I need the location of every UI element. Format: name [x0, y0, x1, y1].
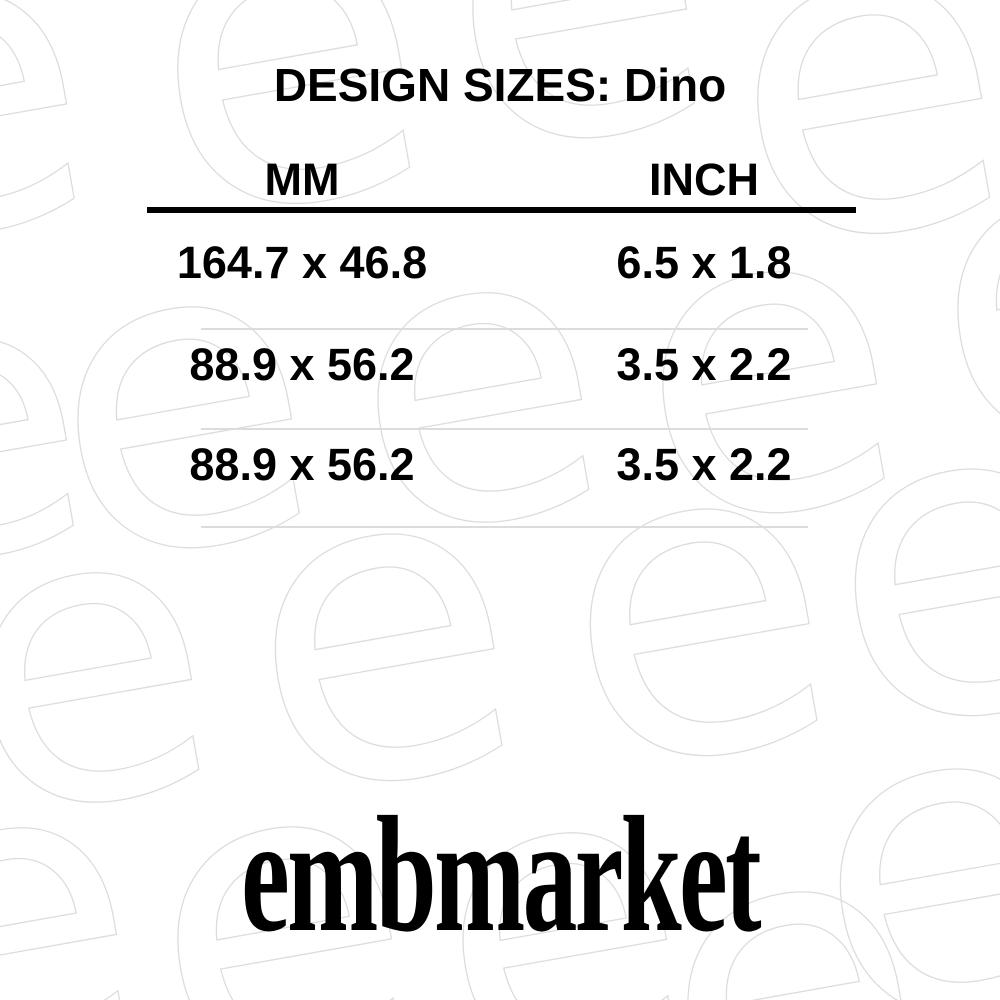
embmarket-logo: embmarket: [241, 782, 761, 966]
row-divider: [201, 328, 808, 330]
cell-inch: 3.5 x 2.2: [616, 439, 792, 490]
row-divider: [201, 526, 808, 528]
row-divider: [201, 428, 808, 430]
page-title: DESIGN SIZES: Dino: [273, 59, 727, 111]
column-header-mm: MM: [264, 154, 340, 205]
cell-mm: 164.7 x 46.8: [176, 237, 428, 288]
cell-inch: 3.5 x 2.2: [616, 339, 792, 390]
cell-inch: 6.5 x 1.8: [616, 237, 792, 288]
header-rule: [147, 207, 856, 213]
cell-mm: 88.9 x 56.2: [189, 339, 415, 390]
column-header-inch: INCH: [649, 154, 759, 205]
cell-mm: 88.9 x 56.2: [189, 439, 415, 490]
